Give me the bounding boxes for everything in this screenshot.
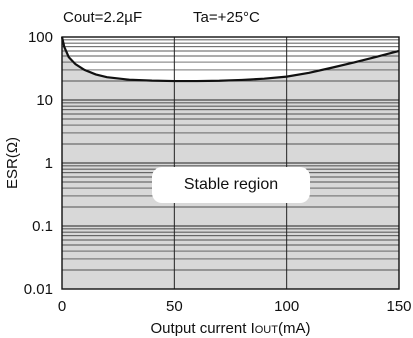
header-cout: Cout=2.2µF: [63, 9, 142, 26]
x-axis-label: Output current IOUT(mA): [151, 320, 311, 337]
y-tick-labels: 0.01 0.1 1 10 100: [24, 29, 53, 298]
esr-boundary-line: [60, 36, 400, 83]
x-axis-label-main: Output current I: [151, 320, 255, 337]
y-tick-label: 100: [28, 29, 53, 46]
region-label: Stable region: [184, 176, 278, 193]
y-axis-label: ESR(Ω): [4, 137, 21, 189]
region-label-box: [152, 167, 310, 203]
header-temperature: Ta=+25°C: [193, 9, 260, 26]
y-tick-label: 0.1: [32, 218, 53, 235]
x-tick-label: 100: [274, 298, 299, 315]
x-tick-label: 0: [58, 298, 66, 315]
x-axis-label-unit: (mA): [278, 320, 311, 337]
plot-frame: [61, 36, 400, 290]
y-tick-label: 0.01: [24, 281, 53, 298]
x-tick-label: 50: [166, 298, 183, 315]
x-tick-labels: 0 50 100 150: [58, 298, 412, 315]
y-tick-label: 10: [36, 92, 53, 109]
x-axis-label-subscript: OUT: [255, 324, 279, 336]
x-tick-label: 150: [386, 298, 411, 315]
y-tick-label: 1: [45, 155, 53, 172]
grid: [62, 37, 399, 289]
